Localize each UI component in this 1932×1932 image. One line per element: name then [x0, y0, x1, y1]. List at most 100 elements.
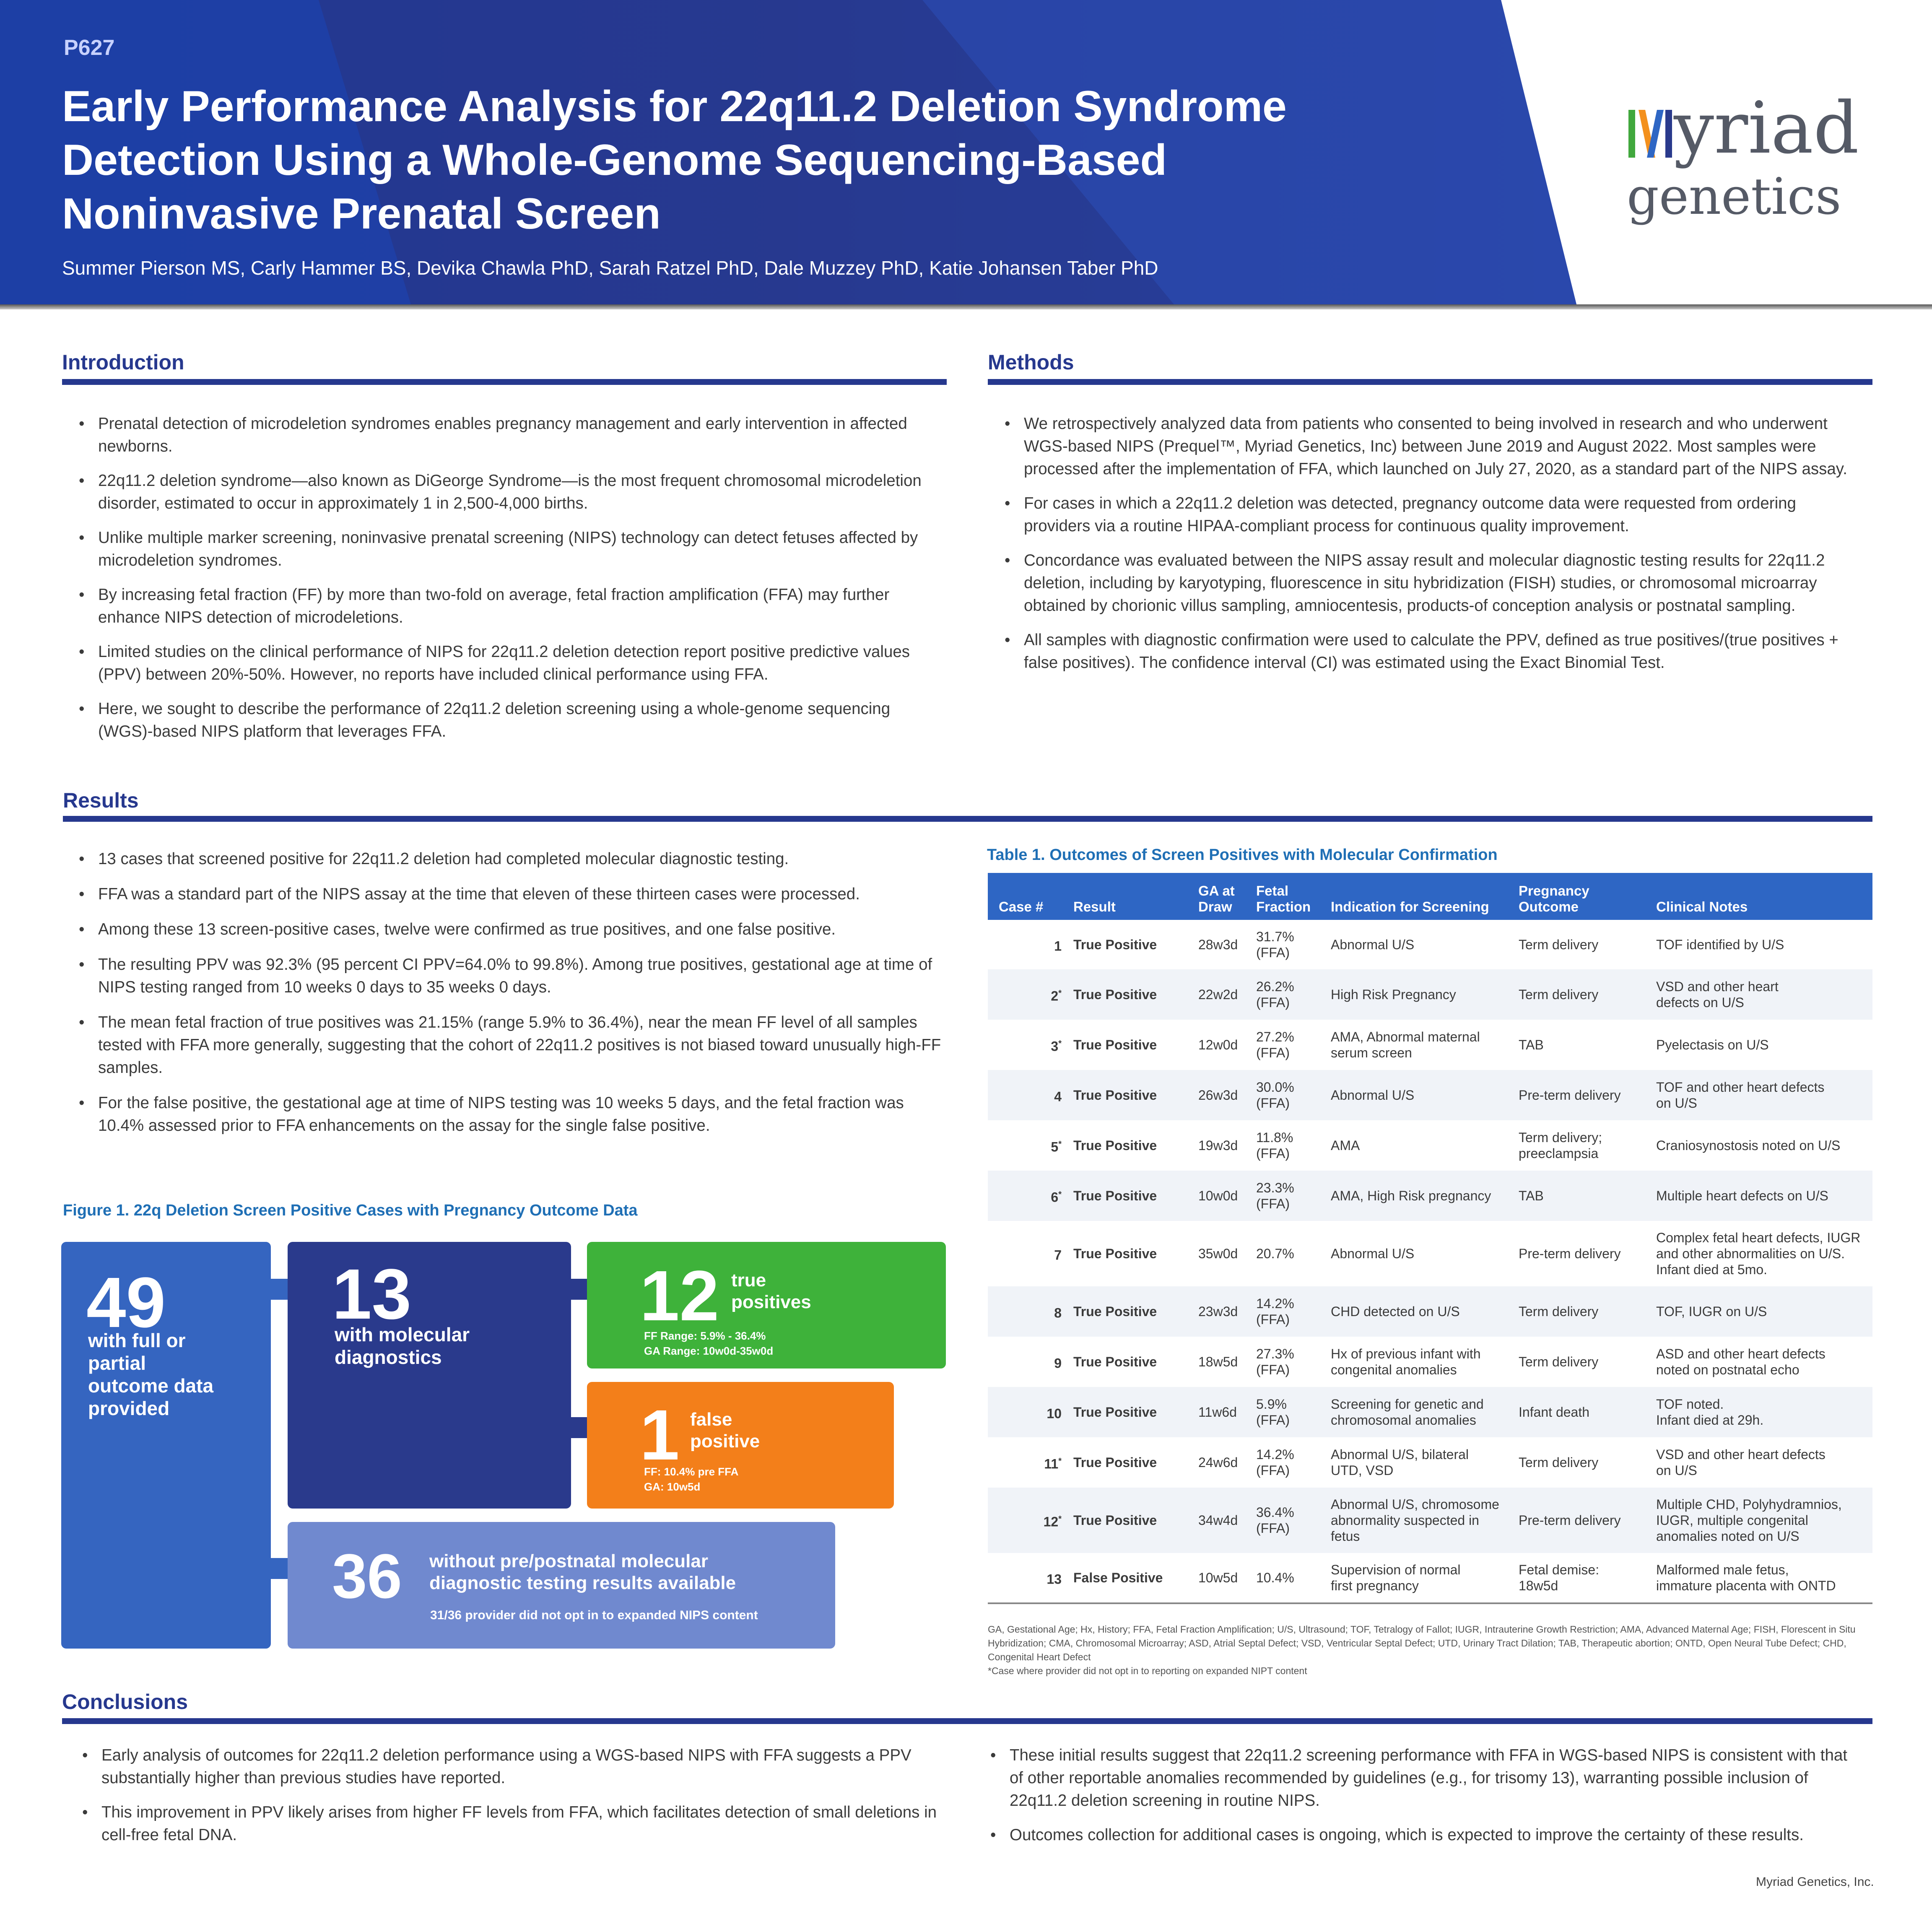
case-number: 2	[1051, 988, 1059, 1004]
cell-outcome-line: Term delivery	[1519, 1455, 1599, 1470]
conclusions-rule	[62, 1718, 1872, 1724]
box-1-false-positive: 1 false positive FF: 10.4% pre FFA GA: 1…	[587, 1382, 894, 1509]
cell-ff-line: (FFA)	[1256, 1521, 1290, 1536]
box-13-molecular-diagnostics: 13 with molecular diagnostics	[288, 1242, 571, 1509]
box-36-number: 36	[332, 1541, 402, 1611]
list-item: All samples with diagnostic confirmation…	[1005, 629, 1860, 674]
case-number: 10	[1046, 1406, 1062, 1421]
footer-company: Myriad Genetics, Inc.	[1756, 1875, 1874, 1889]
case-star: *	[1058, 1189, 1062, 1199]
cell-ga: 23w3d	[1192, 1286, 1250, 1337]
table-row: 12* True Positive 34w4d 36.4% (FFA) Abnormal …	[988, 1488, 1872, 1553]
cell-outcome-line: Term delivery	[1519, 937, 1599, 952]
cell-notes-line: Multiple CHD, Polyhydramnios,	[1656, 1497, 1842, 1512]
cell-ff-line: (FFA)	[1256, 1362, 1290, 1377]
cell-notes: TOF and other heart defects on U/S	[1650, 1070, 1872, 1120]
cell-indication: AMA, Abnormal maternal serum screen	[1325, 1020, 1513, 1070]
cell-outcome-line: Fetal demise:	[1519, 1562, 1600, 1577]
cell-outcome: Fetal demise: 18w5d	[1513, 1553, 1650, 1604]
cell-result: True Positive	[1067, 1387, 1192, 1437]
cell-notes-line: Craniosynostosis noted on U/S	[1656, 1138, 1841, 1153]
cell-ff: 27.3% (FFA)	[1250, 1337, 1325, 1387]
header-shadow-divider	[0, 304, 1932, 309]
conclusions-left-list: Early analysis of outcomes for 22q11.2 d…	[82, 1744, 942, 1858]
cell-ff-line: (FFA)	[1256, 945, 1290, 960]
cell-ff-line: 27.2%	[1256, 1029, 1294, 1044]
case-number: 5	[1051, 1139, 1059, 1155]
cell-indication-line: UTD, VSD	[1331, 1463, 1394, 1478]
cell-notes: TOF identified by U/S	[1650, 920, 1872, 969]
table-row: 8 True Positive 23w3d 14.2% (FFA) CHD detecte…	[988, 1286, 1872, 1337]
box-49-label: with full or partial outcome data provid…	[88, 1329, 213, 1420]
box-36-note: 31/36 provider did not opt in to expande…	[430, 1608, 758, 1622]
methods-list: We retrospectively analyzed data from pa…	[1005, 413, 1860, 686]
cell-ff: 14.2% (FFA)	[1250, 1437, 1325, 1488]
col-notes: Clinical Notes	[1650, 873, 1872, 920]
table-row: 1 True Positive 28w3d 31.7% (FFA) Abnormal U/…	[988, 920, 1872, 969]
cell-indication-line: Abnormal U/S	[1331, 937, 1415, 952]
cell-outcome: Term delivery	[1513, 920, 1650, 969]
col-outcome: Pregnancy Outcome	[1513, 873, 1650, 920]
cell-result: True Positive	[1067, 1337, 1192, 1387]
cell-indication-line: chromosomal anomalies	[1331, 1413, 1476, 1428]
cell-outcome-line: TAB	[1519, 1188, 1544, 1203]
cell-result: True Positive	[1067, 1070, 1192, 1120]
cell-ga: 10w5d	[1192, 1553, 1250, 1604]
list-item: Prenatal detection of microdeletion synd…	[79, 413, 934, 458]
list-item: This improvement in PPV likely arises fr…	[82, 1801, 942, 1846]
cell-indication: Hx of previous infant with congenital ano…	[1325, 1337, 1513, 1387]
cell-indication-line: Abnormal U/S	[1331, 1246, 1415, 1261]
cell-case: 4	[988, 1070, 1067, 1120]
cell-outcome: Term delivery	[1513, 969, 1650, 1020]
myriad-logo: yriad genetics	[1627, 87, 1895, 226]
table-row: 10 True Positive 11w6d 5.9% (FFA) Screening f…	[988, 1387, 1872, 1437]
box-13-label: with molecular diagnostics	[335, 1323, 470, 1368]
cell-notes-line: Multiple heart defects on U/S	[1656, 1188, 1828, 1203]
results-rule	[63, 816, 1872, 822]
cell-ga: 34w4d	[1192, 1488, 1250, 1553]
cell-indication-line: AMA, High Risk pregnancy	[1331, 1188, 1491, 1203]
table-row: 6* True Positive 10w0d 23.3% (FFA) AMA, High …	[988, 1171, 1872, 1221]
cell-ff: 27.2% (FFA)	[1250, 1020, 1325, 1070]
cell-ff-line: 11.8%	[1256, 1130, 1293, 1145]
table-body: 1 True Positive 28w3d 31.7% (FFA) Abnormal U/…	[988, 920, 1872, 1604]
box-12-label: true positives	[731, 1270, 811, 1313]
cell-notes-line: on U/S	[1656, 1463, 1697, 1478]
cell-ff-line: (FFA)	[1256, 1413, 1290, 1428]
poster-title: Early Performance Analysis for 22q11.2 D…	[62, 80, 1446, 241]
col-indication: Indication for Screening	[1325, 873, 1513, 920]
cell-notes-line: VSD and other heart defects	[1656, 1447, 1826, 1462]
cell-notes: Malformed male fetus, immature placenta w…	[1650, 1553, 1872, 1604]
cell-notes-line: on U/S	[1656, 1096, 1697, 1111]
cell-indication-line: first pregnancy	[1331, 1578, 1419, 1593]
case-star: *	[1058, 988, 1062, 998]
title-line: Detection Using a Whole-Genome Sequencin…	[62, 136, 1167, 184]
cell-ff: 23.3% (FFA)	[1250, 1171, 1325, 1221]
cell-ff-line: 20.7%	[1256, 1246, 1294, 1261]
cell-indication-line: Abnormal U/S, chromosome	[1331, 1497, 1499, 1512]
cell-case: 12*	[988, 1488, 1067, 1553]
cell-ff-line: (FFA)	[1256, 995, 1290, 1010]
case-number: 13	[1046, 1571, 1062, 1587]
box-label-line: positive	[690, 1431, 760, 1452]
box-label-line: true	[731, 1270, 766, 1291]
cell-notes-line: Infant died at 29h.	[1656, 1413, 1764, 1428]
cell-outcome: Term delivery	[1513, 1437, 1650, 1488]
case-star: *	[1058, 1514, 1062, 1524]
cell-ff-line: 36.4%	[1256, 1505, 1294, 1520]
cell-outcome: Infant death	[1513, 1387, 1650, 1437]
cell-ff-line: 23.3%	[1256, 1180, 1294, 1195]
cell-ff: 20.7%	[1250, 1221, 1325, 1286]
box-1-number: 1	[640, 1395, 680, 1475]
cell-case: 11*	[988, 1437, 1067, 1488]
abbreviations: GA, Gestational Age; Hx, History; FFA, F…	[988, 1624, 1856, 1662]
box-label-line: outcome data	[88, 1375, 214, 1397]
cell-ga: 11w6d	[1192, 1387, 1250, 1437]
poster-header: P627 Early Performance Analysis for 22q1…	[0, 0, 1932, 304]
cell-notes: ASD and other heart defects noted on post…	[1650, 1337, 1872, 1387]
cell-case: 8	[988, 1286, 1067, 1337]
col-result: Result	[1067, 873, 1192, 920]
header-background	[0, 0, 1576, 304]
cell-ff: 10.4%	[1250, 1553, 1325, 1604]
cell-ff-line: (FFA)	[1256, 1045, 1290, 1060]
